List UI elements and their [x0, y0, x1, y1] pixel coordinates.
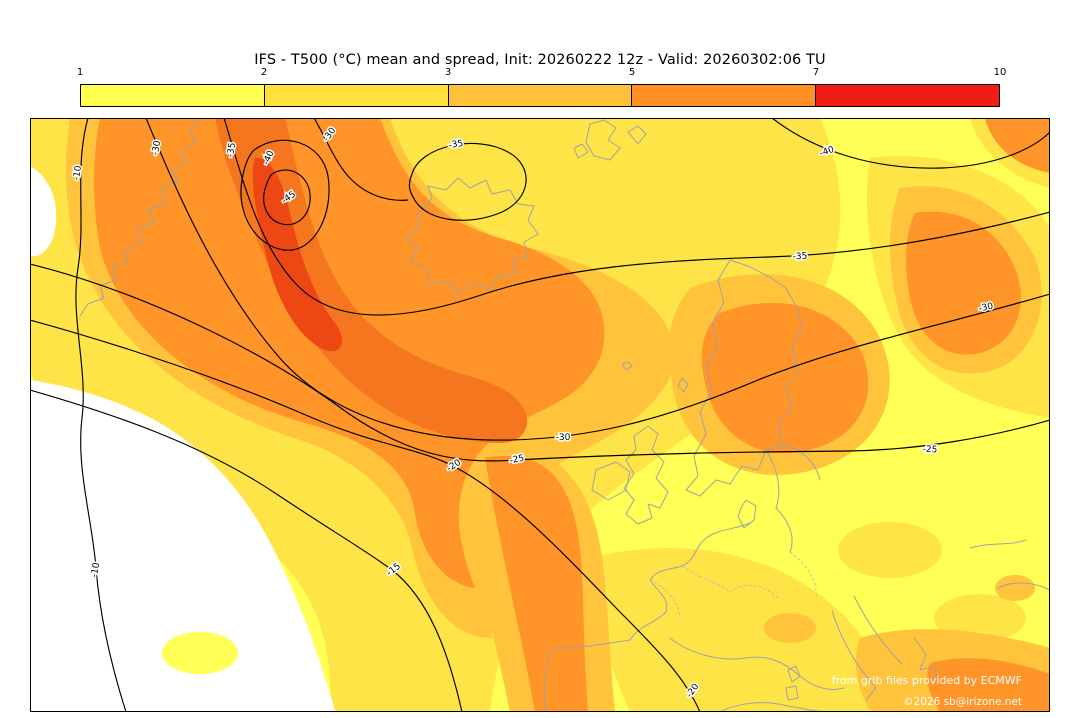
coastline-greece [913, 637, 939, 685]
colorbar-tick: 10 [993, 67, 1007, 78]
contour-minus45-closed [263, 169, 311, 226]
colorbar-segment [264, 85, 449, 106]
country-borders [649, 551, 817, 617]
coastline-greenland [79, 118, 203, 317]
attribution: from grib files provided by ECMWF ©2026 … [832, 674, 1022, 708]
spread-region-core [252, 157, 343, 352]
spread-region [985, 118, 1050, 173]
contour-minus35-closed [408, 142, 527, 221]
coastline-europe-west [543, 521, 753, 712]
contour-minus30-branch [313, 118, 409, 201]
spread-region-high [215, 118, 528, 443]
coastline-italy [831, 595, 903, 701]
spread-region [934, 594, 1026, 642]
coastline-denmark [737, 499, 757, 529]
coastlines [79, 118, 1050, 712]
coastline-ireland [591, 461, 631, 501]
spread-fill-regions [30, 118, 1050, 712]
spread-region [162, 632, 238, 674]
colorbar-segment [816, 85, 999, 106]
coastline-uk [623, 425, 669, 525]
coastline-svalbard [573, 119, 647, 161]
spread-region [995, 575, 1035, 601]
spread-region [485, 455, 588, 712]
contour-label: -25 [922, 445, 937, 456]
attribution-line1: from grib files provided by ECMWF [832, 674, 1022, 687]
contour-minus40-northeast [771, 118, 1050, 169]
spread-region [590, 548, 883, 712]
coastline-black-sea [969, 539, 1050, 591]
colorbar-tick: 1 [76, 67, 84, 78]
spread-region [688, 560, 772, 616]
contour-minus25 [30, 263, 1050, 462]
mean-contours [30, 118, 1050, 712]
contour-label: -30 [978, 302, 995, 315]
colorbar-segment [632, 85, 817, 106]
contour-label: -35 [448, 139, 464, 151]
contour-label: -35 [792, 252, 807, 263]
spread-region [838, 522, 942, 578]
contour-minus15 [30, 389, 463, 712]
colorbar-segments [80, 84, 1000, 107]
colorbar-tick: 7 [812, 67, 820, 78]
colorbar-tick: 5 [628, 67, 636, 78]
contour-label: -10 [90, 562, 102, 578]
colorbar-tick: 2 [260, 67, 268, 78]
weather-map: -10-10 -15-20-20-25-25-30-30-30-30-35 -35-… [30, 118, 1050, 712]
spread-region [701, 302, 869, 454]
contour-minus40-closed [240, 139, 330, 251]
spread-region-low [30, 380, 335, 712]
colorbar-segment [448, 85, 633, 106]
contour-labels: -10-10 -15-20-20-25-25-30-30-30-30-35 -35-… [71, 124, 996, 701]
attribution-line2: ©2026 sb@irizone.net [903, 696, 1022, 708]
colorbar-ticks: 1 2 3 5 7 10 [76, 67, 1007, 80]
spread-region-low [30, 166, 57, 257]
contour-label: -30 [151, 140, 163, 156]
colorbar-tick: 3 [444, 67, 452, 78]
contour-label: -30 [555, 433, 570, 444]
contour-label: -25 [509, 454, 525, 467]
coastline-scandinavia [685, 259, 803, 497]
coastline-baltic [765, 443, 821, 553]
contour-minus30 [145, 118, 1050, 441]
contour-label: -35 [226, 142, 238, 158]
spread-region [905, 211, 1021, 355]
contour-minus10 [75, 118, 127, 712]
chart-title: IFS - T500 (°C) mean and spread, Init: 2… [254, 52, 826, 68]
map-frame [30, 118, 1050, 712]
contour-label: -10 [72, 165, 84, 181]
coastline-iceland [405, 177, 539, 295]
colorbar-segment [81, 85, 265, 106]
spread-region [927, 658, 1050, 712]
spread-region [764, 613, 816, 643]
coastline-corsica-sardinia [785, 665, 801, 701]
coastline-faroes [621, 361, 689, 393]
contour-minus35 [223, 118, 1050, 316]
coastline-mediterranean [669, 637, 845, 690]
contour-minus20 [30, 319, 701, 712]
